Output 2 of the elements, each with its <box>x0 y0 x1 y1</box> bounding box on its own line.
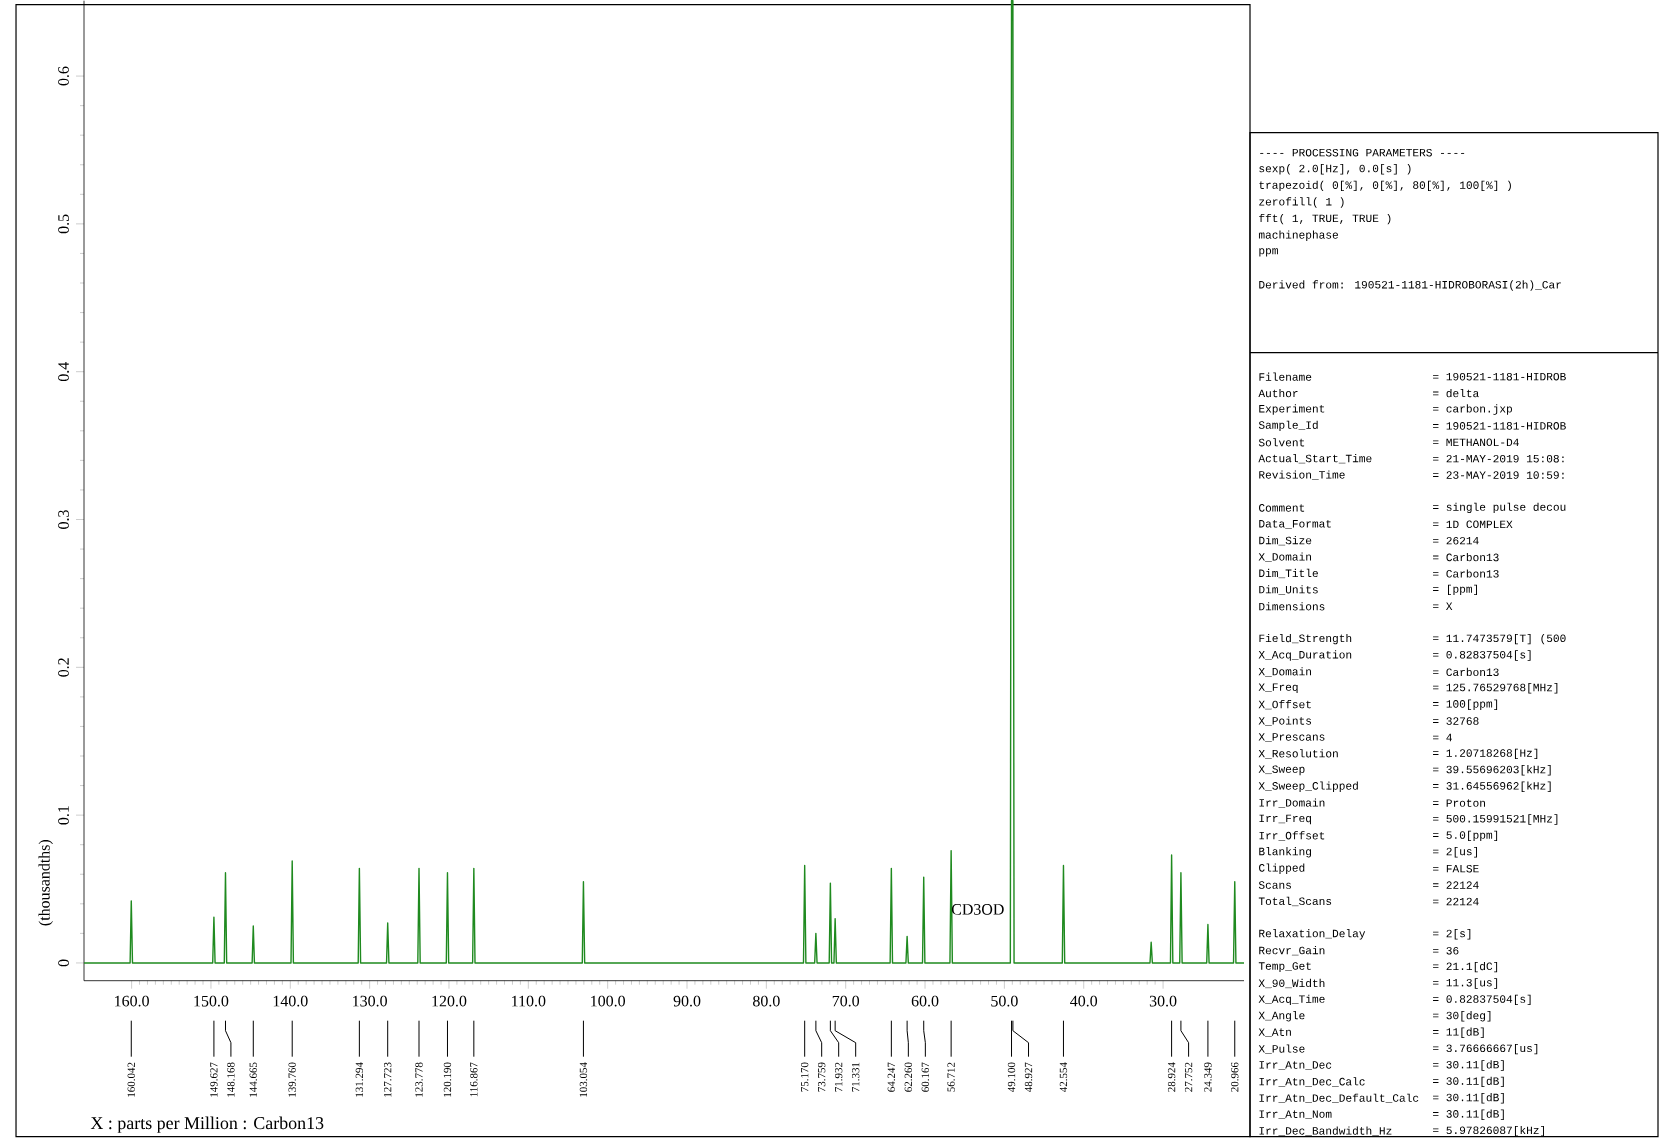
text: X : parts per Million : Carbon13 <box>90 1116 324 1133</box>
line-series <box>83 0 1245 964</box>
